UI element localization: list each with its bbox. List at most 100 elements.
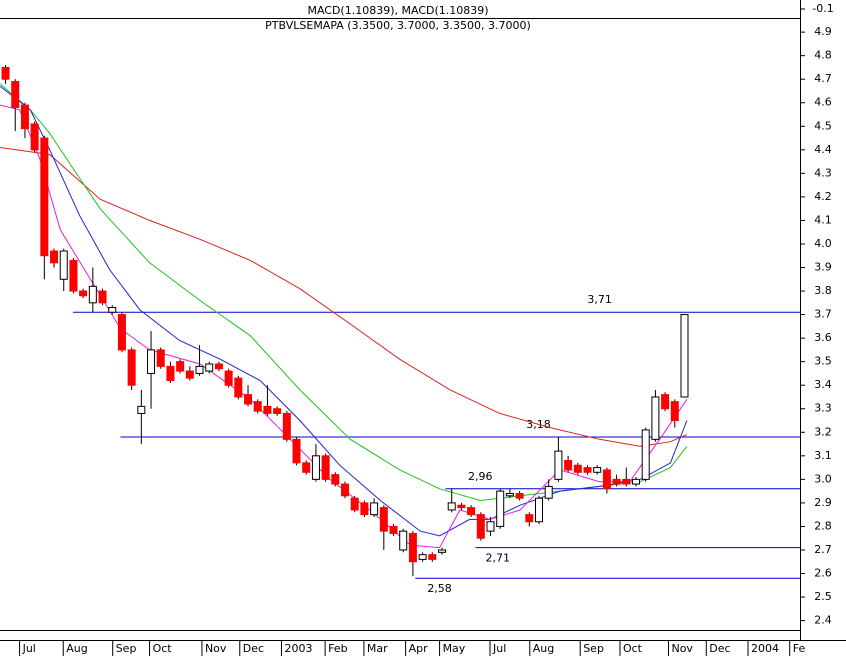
candle-body bbox=[311, 455, 320, 480]
y-tick-label: 3.8 bbox=[814, 284, 832, 297]
x-tick-label: 2003 bbox=[284, 642, 312, 655]
y-tick-label: 2.7 bbox=[814, 543, 832, 556]
level-label: 2,71 bbox=[486, 552, 511, 565]
candle-body bbox=[457, 504, 466, 509]
candle-body bbox=[224, 370, 233, 386]
candle-body bbox=[156, 349, 165, 367]
moving-average bbox=[0, 104, 688, 549]
x-tick-label: Feb bbox=[328, 642, 347, 655]
candle-body bbox=[341, 483, 350, 497]
candle-body bbox=[234, 377, 243, 398]
candle-body bbox=[253, 401, 262, 412]
candle-body bbox=[496, 490, 505, 527]
candle-body bbox=[147, 349, 156, 374]
candle-body bbox=[525, 514, 534, 523]
y-tick-label: 2.9 bbox=[814, 496, 832, 509]
y-tick-label: 2.5 bbox=[814, 590, 832, 603]
candle-body bbox=[438, 549, 447, 553]
candle-body bbox=[263, 405, 272, 414]
y-tick-label: 3.0 bbox=[814, 472, 832, 485]
candle-body bbox=[321, 455, 330, 480]
candle-body bbox=[564, 460, 573, 471]
y-tick-label: 3.5 bbox=[814, 355, 832, 368]
y-tick-label: 3.1 bbox=[814, 449, 832, 462]
candle-body bbox=[108, 307, 117, 313]
candle-body bbox=[117, 314, 126, 351]
candle-body bbox=[50, 250, 59, 264]
candle-body bbox=[30, 123, 39, 151]
x-tick-label: Jul bbox=[22, 642, 36, 655]
level-label: 2,58 bbox=[427, 582, 452, 595]
y-tick-label: 3.4 bbox=[814, 378, 832, 391]
candle-body bbox=[651, 396, 660, 440]
candle-body bbox=[292, 438, 301, 464]
candle-body bbox=[166, 365, 175, 381]
x-tick-label: May bbox=[443, 642, 466, 655]
candle-body bbox=[680, 314, 689, 398]
candle-body bbox=[302, 462, 311, 473]
candle-body bbox=[214, 363, 223, 370]
candle-body bbox=[273, 408, 282, 414]
candle-body bbox=[535, 497, 544, 523]
candle-body bbox=[399, 530, 408, 551]
x-tick-label: 2004 bbox=[751, 642, 779, 655]
x-tick-label: Aug bbox=[533, 642, 554, 655]
candle-body bbox=[447, 502, 456, 511]
x-tick-label: Aug bbox=[66, 642, 87, 655]
candle-body bbox=[641, 429, 650, 480]
candle-body bbox=[282, 412, 291, 440]
candle-body bbox=[593, 467, 602, 473]
x-tick-label: Apr bbox=[409, 642, 429, 655]
candle-body bbox=[127, 349, 136, 386]
y-tick-label: 4.7 bbox=[814, 72, 832, 85]
y-tick-label: 3.6 bbox=[814, 331, 832, 344]
y-tick-label: 2.6 bbox=[814, 567, 832, 580]
candle-body bbox=[40, 137, 49, 257]
chart-title: PTBVLSEMAPA (3.3500, 3.7000, 3.3500, 3.7… bbox=[265, 19, 531, 32]
x-tick-label: Dec bbox=[243, 642, 264, 655]
candle-body bbox=[622, 478, 631, 485]
candle-body bbox=[631, 478, 640, 485]
y-tick-label: 3.3 bbox=[814, 402, 832, 415]
candle-body bbox=[1, 66, 10, 80]
x-tick-label: Oct bbox=[153, 642, 173, 655]
candle-body bbox=[670, 401, 679, 422]
y-tick-label: 2.4 bbox=[814, 614, 832, 627]
y-tick-label: 3.9 bbox=[814, 261, 832, 274]
candle-body bbox=[350, 497, 359, 511]
candle-body bbox=[505, 492, 514, 497]
candle-body bbox=[544, 485, 553, 499]
x-tick-label: Nov bbox=[671, 642, 693, 655]
candle-body bbox=[88, 285, 97, 304]
x-tick-label: Fe bbox=[793, 642, 806, 655]
y-tick-label: 4.4 bbox=[814, 143, 832, 156]
level-label: 2,96 bbox=[468, 470, 493, 483]
y-tick-label: 4.9 bbox=[814, 25, 832, 38]
candle-body bbox=[476, 514, 485, 539]
y-tick-label: -0.1 bbox=[812, 2, 833, 15]
y-tick-label: 4.6 bbox=[814, 96, 832, 109]
candle-body bbox=[195, 365, 204, 374]
candle-body bbox=[612, 478, 621, 485]
y-tick-label: 4.2 bbox=[814, 190, 832, 203]
candle-body bbox=[408, 532, 417, 563]
candle-body bbox=[11, 81, 20, 108]
candle-body bbox=[59, 250, 68, 280]
x-tick-label: Dec bbox=[709, 642, 730, 655]
moving-average bbox=[0, 147, 688, 447]
candle-body bbox=[389, 525, 398, 534]
candle-body bbox=[244, 394, 253, 405]
candle-body bbox=[331, 474, 340, 485]
candle-body bbox=[360, 502, 369, 516]
candle-body bbox=[602, 469, 611, 490]
candle-body bbox=[554, 450, 563, 480]
x-tick-label: Mar bbox=[367, 642, 388, 655]
candle-body bbox=[661, 394, 670, 410]
candle-body bbox=[379, 507, 388, 532]
candle-body bbox=[137, 405, 146, 414]
y-tick-label: 4.5 bbox=[814, 119, 832, 132]
candle-body bbox=[418, 554, 427, 560]
y-tick-label: 4.8 bbox=[814, 49, 832, 62]
y-tick-label: 3.7 bbox=[814, 308, 832, 321]
